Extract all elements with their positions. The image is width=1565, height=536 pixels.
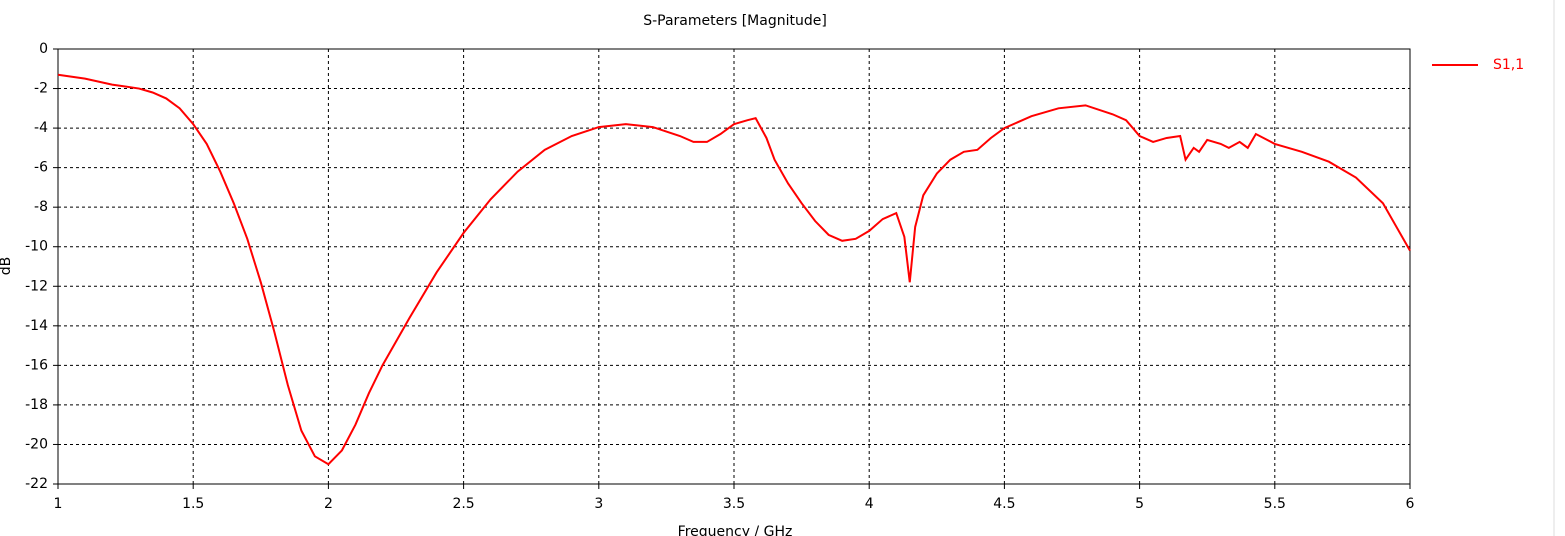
x-tick-label: 6 [1406, 496, 1415, 512]
x-tick-label: 4.5 [993, 496, 1015, 512]
y-tick-label: -6 [34, 160, 48, 176]
y-tick-label: -16 [25, 357, 48, 373]
y-tick-label: -10 [25, 239, 48, 255]
y-tick-label: -22 [25, 476, 48, 492]
y-tick-label: -12 [25, 278, 48, 294]
plot-frame [57, 48, 1411, 485]
chart-title: S-Parameters [Magnitude] [643, 13, 827, 29]
x-axis-label: Frequency / GHz [678, 524, 793, 536]
y-tick-label: -20 [25, 436, 48, 452]
data-line [57, 73, 1411, 466]
x-tick-label: 2 [324, 496, 333, 512]
y-axis-label: dB [0, 257, 14, 276]
x-tick-label: 3.5 [723, 496, 745, 512]
y-tick-label: -2 [34, 81, 48, 97]
x-tick-label: 5.5 [1264, 496, 1286, 512]
x-tick-label: 5 [1135, 496, 1144, 512]
x-tick-label: 2.5 [452, 496, 474, 512]
x-tick-label: 3 [594, 496, 603, 512]
x-tick-label: 1 [54, 496, 63, 512]
y-tick-label: -14 [25, 318, 48, 334]
x-tick-label: 1.5 [182, 496, 204, 512]
x-tick-label: 4 [865, 496, 874, 512]
legend-label: S1,1 [1493, 57, 1524, 73]
y-tick-label: -4 [34, 120, 48, 136]
y-tick-label: -18 [25, 397, 48, 413]
y-tick-label: 0 [39, 41, 48, 57]
y-tick-label: -8 [34, 199, 48, 215]
